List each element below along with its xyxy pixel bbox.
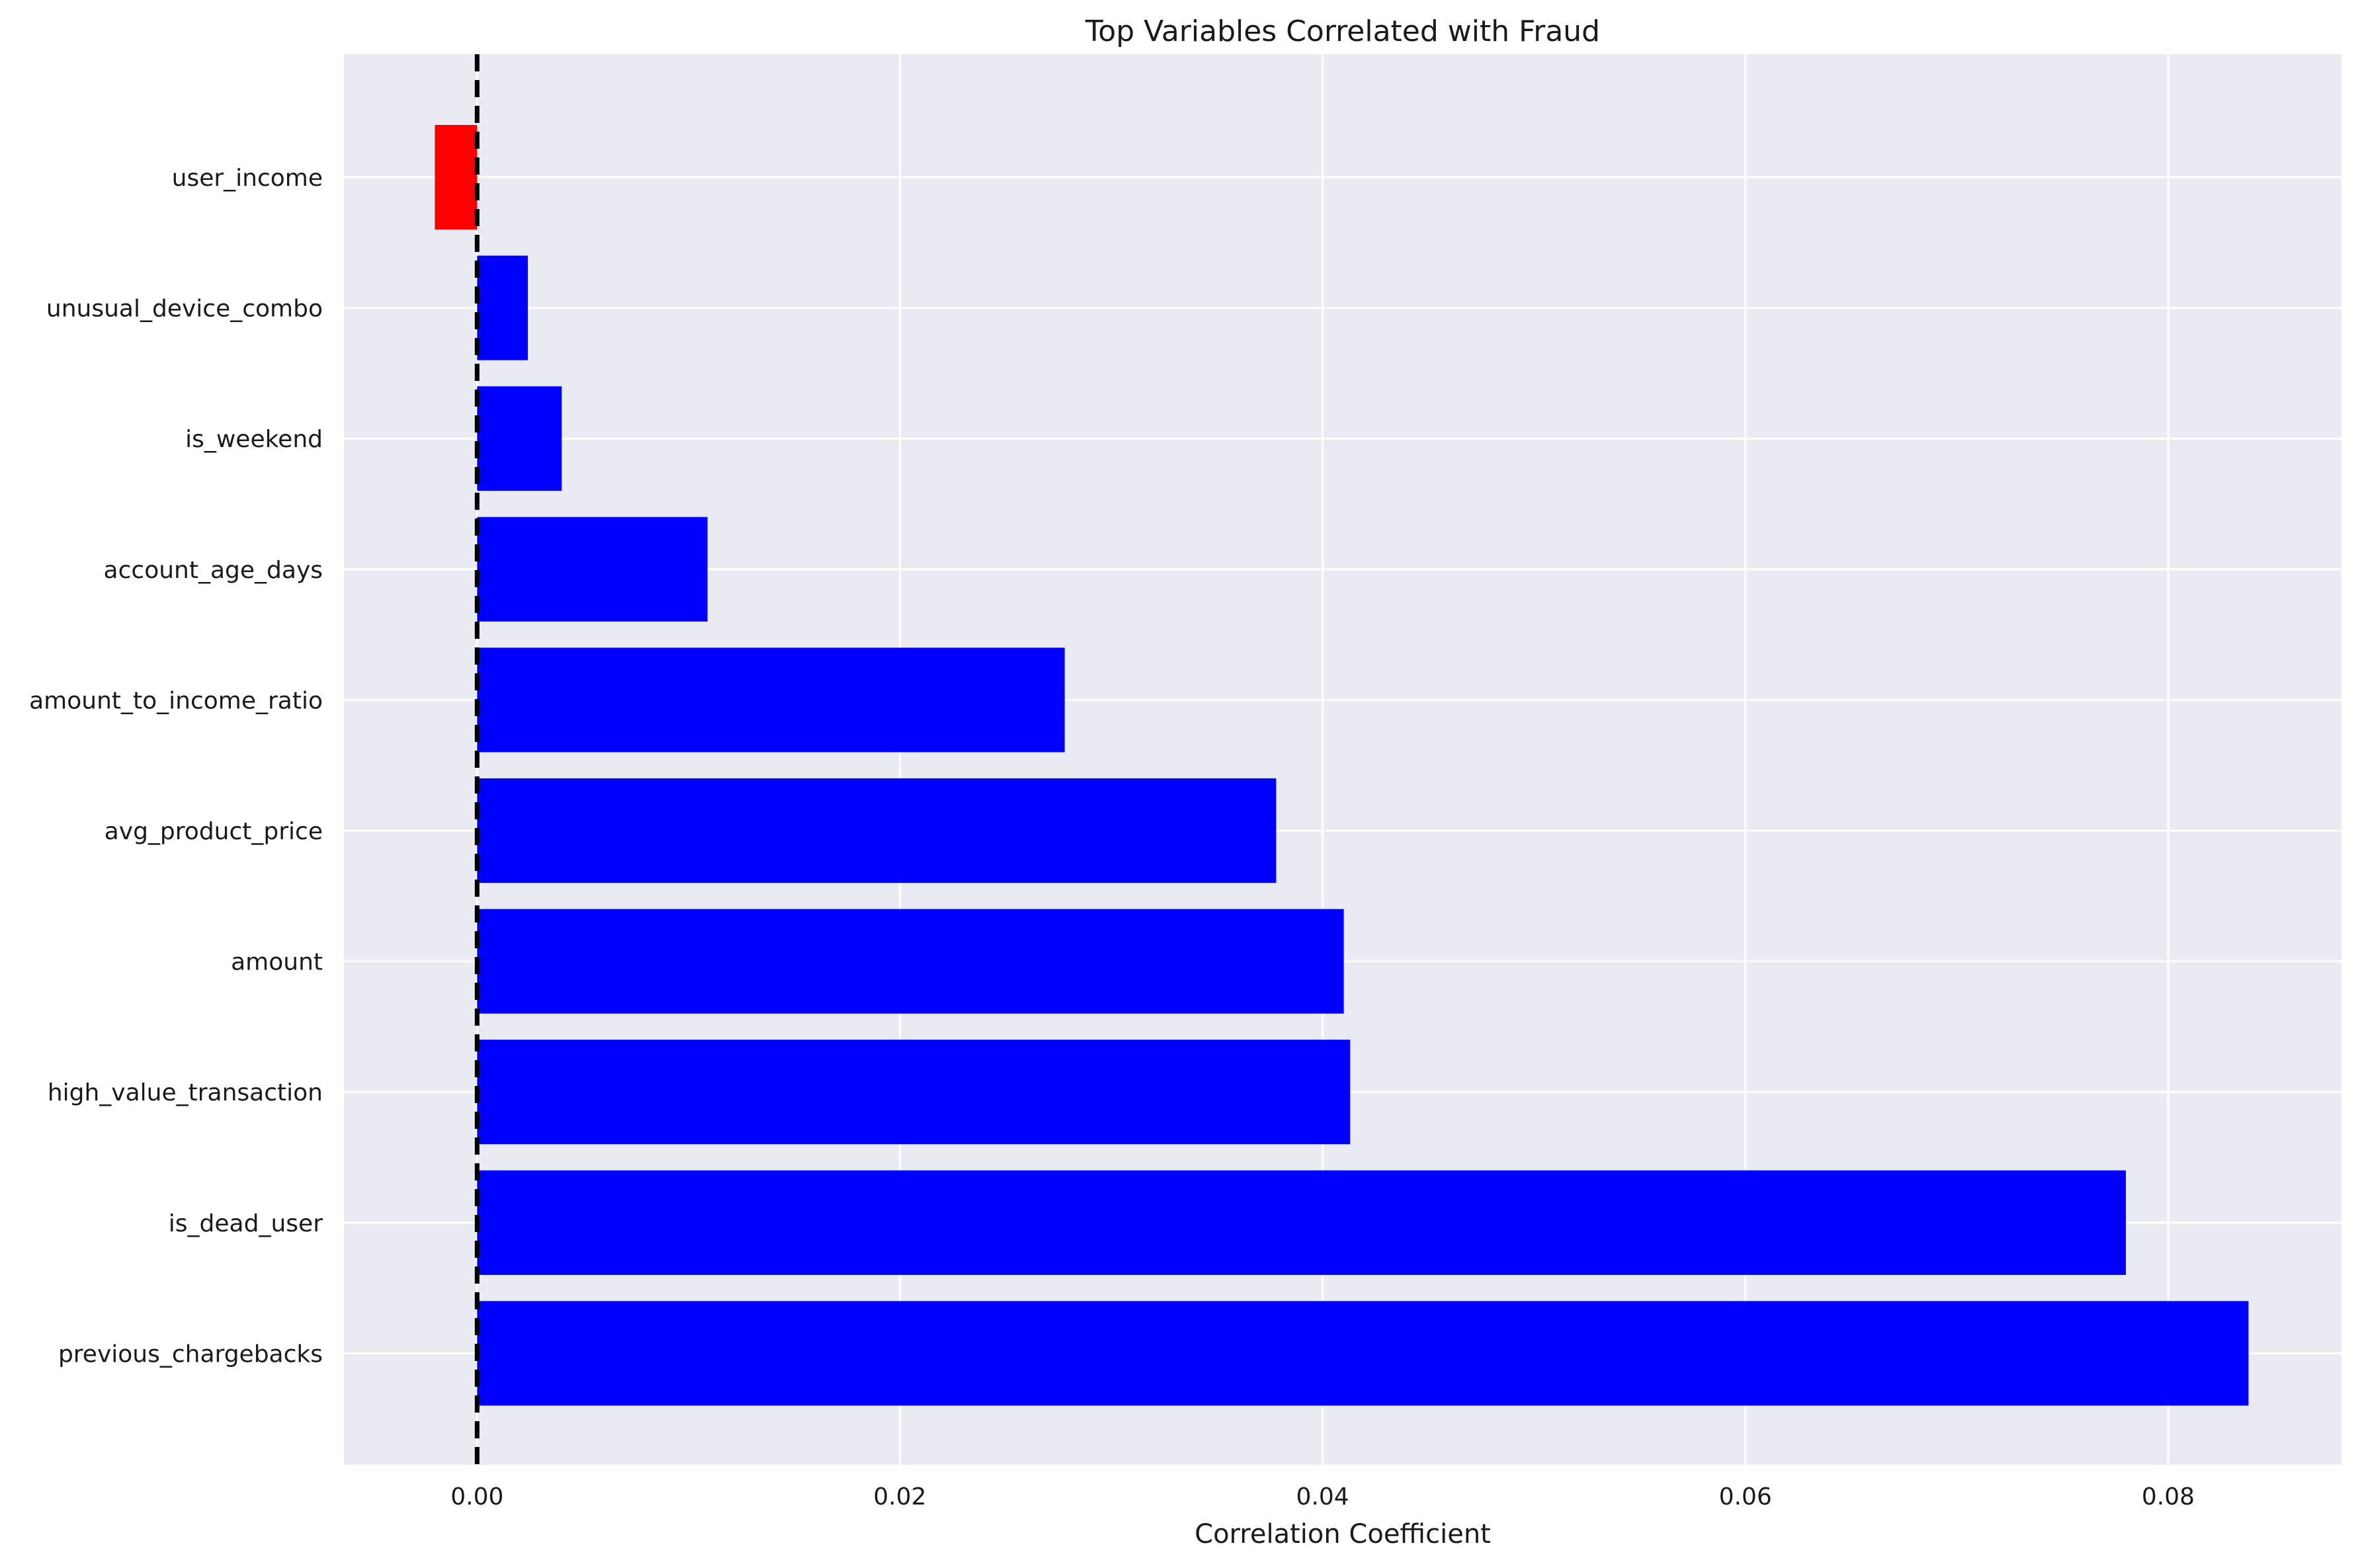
y-tick-label: is_dead_user [169,1210,323,1237]
y-tick-label: amount_to_income_ratio [29,687,323,714]
bar-avg-product-price [477,778,1277,884]
x-tick-label: 0.06 [1719,1483,1772,1510]
bar-account-age-days [477,516,708,622]
y-tick-label: unusual_device_combo [46,296,323,323]
bar-unusual-device-combo [477,255,528,360]
bar-previous-chargebacks [477,1301,2249,1406]
x-tick-label: 0.04 [1296,1483,1349,1510]
y-tick-labels: user_income unusual_device_combo is_weeken… [29,165,323,1368]
x-tick-label: 0.08 [2142,1483,2195,1510]
bar-is-weekend [477,386,562,491]
x-axis-title: Correlation Coefficient [1195,1519,1491,1549]
chart-title: Top Variables Correlated with Fraud [1085,15,1600,48]
y-tick-label: avg_product_price [105,818,323,845]
x-tick-label: 0.00 [450,1483,503,1510]
y-tick-label: previous_chargebacks [58,1341,323,1368]
bar-is-dead-user [477,1170,2127,1275]
bar-high-value-transaction [477,1040,1351,1145]
x-tick-labels: 0.00 0.02 0.04 0.06 0.08 [450,1483,2195,1510]
bars [435,124,2249,1406]
y-tick-label: user_income [172,165,323,192]
x-tick-label: 0.02 [873,1483,926,1510]
y-tick-label: is_weekend [185,426,323,453]
y-tick-label: account_age_days [104,557,323,584]
y-tick-label: amount [231,949,323,976]
bar-user-income [435,124,478,230]
y-tick-label: high_value_transaction [48,1079,323,1106]
bar-amount-to-income-ratio [477,647,1065,753]
bar-amount [477,909,1344,1014]
